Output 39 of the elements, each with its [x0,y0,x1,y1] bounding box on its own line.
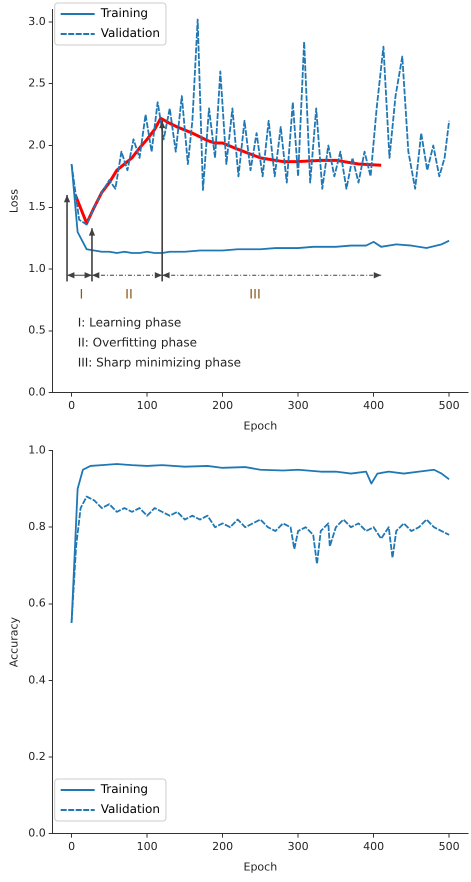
y-axis-title: Loss [7,188,20,214]
legend-label: Validation [100,26,160,40]
annotation: I: Learning phase [78,316,182,330]
x-axis-title: Epoch [244,860,278,874]
y-tick-label: 1.0 [28,262,46,275]
x-tick-label: 300 [288,399,309,412]
y-tick-label: 2.5 [28,76,46,90]
x-tick-label: 500 [438,840,460,854]
y-tick-label: 1.0 [28,443,46,456]
legend-label: Validation [100,802,160,816]
y-tick-label: 0.0 [28,826,46,840]
x-tick-label: 0 [68,840,76,854]
y-tick-label: 2.0 [28,138,46,152]
x-tick-label: 400 [363,399,384,412]
y-tick-label: 0.8 [28,520,46,534]
annotation: III [249,287,261,302]
y-axis-title: Accuracy [7,616,20,668]
x-axis-title: Epoch [244,419,278,432]
x-tick-label: 0 [68,399,76,412]
y-tick-label: 3.0 [28,14,46,28]
legend-label: Training [100,782,148,796]
x-tick-label: 100 [136,399,158,412]
annotation: II [125,287,133,302]
x-tick-label: 400 [363,840,384,854]
y-tick-label: 0.5 [28,324,46,337]
legend-label: Training [100,6,148,20]
y-tick-label: 0.6 [28,596,46,610]
y-tick-label: 0.2 [28,750,46,763]
x-tick-label: 200 [212,399,234,412]
y-tick-label: 0.4 [28,673,46,686]
x-tick-label: 500 [438,399,460,412]
y-tick-label: 1.5 [28,200,46,214]
annotation: III: Sharp minimizing phase [78,356,241,370]
annotation: I [79,287,84,302]
x-tick-label: 200 [212,840,234,854]
annotation: II: Overfitting phase [78,336,198,350]
x-tick-label: 300 [288,840,309,854]
x-tick-label: 100 [136,840,158,854]
y-tick-label: 0.0 [28,385,46,398]
